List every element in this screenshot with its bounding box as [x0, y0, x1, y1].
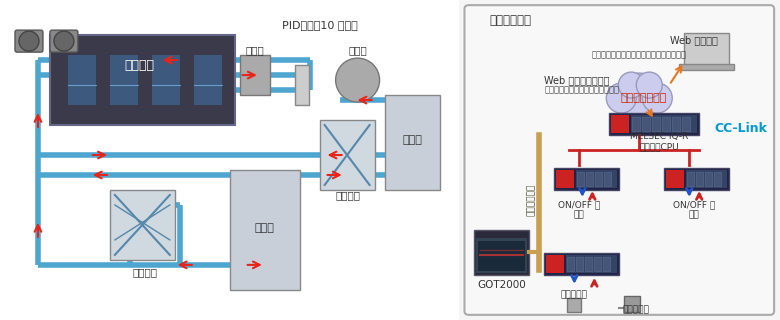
- Text: （警報メール、データロギング）: （警報メール、データロギング）: [544, 85, 619, 95]
- Bar: [594, 257, 601, 271]
- Bar: [556, 170, 574, 188]
- Circle shape: [617, 73, 661, 117]
- Text: 氷蓄熱槽: 氷蓄熱槽: [125, 59, 155, 72]
- Text: Web 遠隔監視: Web 遠隔監視: [670, 35, 718, 45]
- Bar: [687, 172, 694, 186]
- Bar: [320, 120, 374, 190]
- Bar: [566, 255, 617, 273]
- Bar: [110, 55, 138, 105]
- Bar: [477, 238, 527, 273]
- Circle shape: [54, 31, 74, 51]
- Circle shape: [19, 31, 39, 51]
- Bar: [604, 172, 612, 186]
- Bar: [193, 55, 222, 105]
- Bar: [68, 55, 96, 105]
- Bar: [631, 115, 697, 133]
- Bar: [546, 255, 565, 273]
- Bar: [295, 65, 309, 105]
- Text: ON/OFF 弁
など: ON/OFF 弁 など: [673, 200, 715, 220]
- Bar: [603, 257, 610, 271]
- Bar: [624, 296, 640, 312]
- Text: 熱交換器: 熱交換器: [335, 190, 360, 200]
- Bar: [705, 172, 712, 186]
- Text: MELSEC iQ-R
プロセスCPU: MELSEC iQ-R プロセスCPU: [630, 132, 689, 152]
- Text: 熱交換器: 熱交換器: [133, 267, 158, 277]
- FancyBboxPatch shape: [50, 30, 78, 52]
- Bar: [684, 33, 729, 65]
- Bar: [152, 55, 180, 105]
- FancyBboxPatch shape: [15, 30, 43, 52]
- Text: 冷凍機: 冷凍機: [255, 223, 275, 233]
- Bar: [609, 113, 699, 135]
- Bar: [682, 117, 690, 131]
- Bar: [665, 168, 729, 190]
- Text: インターネット: インターネット: [620, 93, 666, 103]
- Bar: [478, 241, 526, 271]
- Bar: [714, 172, 722, 186]
- Bar: [686, 170, 727, 188]
- Bar: [567, 257, 574, 271]
- Text: 増設ケーブル: 増設ケーブル: [527, 184, 536, 216]
- FancyBboxPatch shape: [464, 5, 774, 315]
- Bar: [385, 95, 439, 190]
- Bar: [587, 172, 594, 186]
- Circle shape: [335, 58, 380, 102]
- Text: GOT2000: GOT2000: [477, 280, 526, 290]
- Bar: [110, 190, 175, 260]
- Circle shape: [606, 83, 636, 113]
- Bar: [567, 298, 581, 312]
- Text: 空調機: 空調機: [402, 135, 423, 145]
- Bar: [585, 257, 592, 271]
- Bar: [697, 172, 704, 186]
- Text: 調節弁など: 調節弁など: [623, 305, 650, 314]
- Bar: [679, 64, 734, 70]
- Text: ON/OFF 弁
など: ON/OFF 弁 など: [558, 200, 601, 220]
- Bar: [642, 117, 651, 131]
- Bar: [633, 117, 640, 131]
- Text: （警報メール、ロギングデータ収集など）: （警報メール、ロギングデータ収集など）: [592, 51, 686, 60]
- Bar: [576, 170, 617, 188]
- Bar: [474, 230, 530, 275]
- Bar: [50, 35, 235, 125]
- Text: 温度センサ: 温度センサ: [561, 290, 588, 299]
- Text: CC-Link: CC-Link: [714, 122, 767, 134]
- Circle shape: [636, 72, 662, 98]
- Bar: [544, 253, 619, 275]
- Circle shape: [619, 72, 644, 98]
- Text: ヒータ: ヒータ: [246, 45, 264, 55]
- Text: PID制御：10 ループ: PID制御：10 ループ: [282, 20, 357, 30]
- Bar: [239, 55, 270, 95]
- Bar: [0, 0, 459, 320]
- Text: Web サーバユニット: Web サーバユニット: [544, 75, 610, 85]
- Circle shape: [642, 83, 672, 113]
- Text: システム構成: システム構成: [490, 14, 531, 27]
- Bar: [230, 170, 300, 290]
- Bar: [577, 172, 584, 186]
- Bar: [662, 117, 670, 131]
- Bar: [672, 117, 680, 131]
- Bar: [555, 168, 619, 190]
- Bar: [595, 172, 602, 186]
- Bar: [666, 170, 684, 188]
- Bar: [576, 257, 583, 271]
- Bar: [652, 117, 660, 131]
- Text: ポンプ: ポンプ: [348, 45, 367, 55]
- Bar: [612, 115, 629, 133]
